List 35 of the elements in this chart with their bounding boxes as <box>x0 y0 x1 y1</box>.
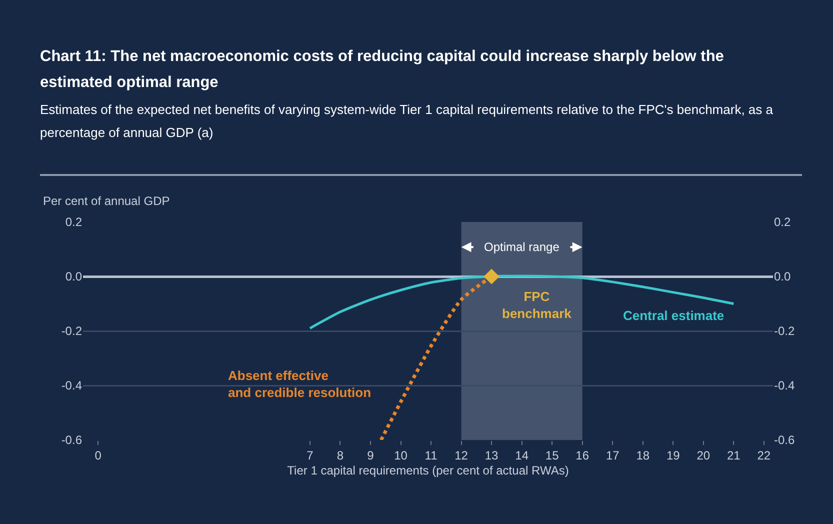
x-tick-label: 13 <box>484 448 499 462</box>
x-tick-label: 0 <box>94 448 102 462</box>
x-axis-title: Tier 1 capital requirements (per cent of actual RWAs) <box>287 463 569 478</box>
x-tick-label: 16 <box>576 448 590 462</box>
x-tick-label: 10 <box>394 448 408 462</box>
x-tick-label: 8 <box>336 448 344 462</box>
x-tick-label: 11 <box>424 448 438 462</box>
y-tick-label: -0.6 <box>61 433 82 448</box>
x-tick-label: 17 <box>606 448 620 462</box>
y2-tick-label: -0.6 <box>774 433 796 448</box>
x-tick-label: 22 <box>757 448 771 462</box>
x-tick-label: 19 <box>666 448 680 462</box>
x-tick-label: 15 <box>545 448 560 462</box>
y-tick-label: -0.2 <box>61 324 82 338</box>
x-tick-label: 14 <box>515 448 529 462</box>
series-label: Central estimate <box>623 308 724 323</box>
y-tick-label: -0.4 <box>61 378 82 393</box>
x-tick-label: 9 <box>367 448 374 462</box>
y2-tick-label: -0.2 <box>774 324 796 338</box>
x-tick-label: 12 <box>454 448 468 462</box>
y2-tick-label: -0.4 <box>774 378 796 393</box>
x-tick-label: 21 <box>726 448 741 462</box>
y2-tick-label: 0.0 <box>774 270 792 284</box>
x-tick-label: 20 <box>696 448 710 462</box>
y-tick-label: 0.0 <box>65 270 82 284</box>
x-tick-label: 18 <box>636 448 650 462</box>
chart-title: Chart 11: The net macroeconomic costs of reducing capital could increase sharply below the estimated optimal range <box>40 47 725 93</box>
y2-tick-label: 0.2 <box>774 215 792 230</box>
y-axis-title: Per cent of annual GDP <box>43 194 170 208</box>
y-tick-label: 0.2 <box>65 215 82 230</box>
text: Absent effective and credible resolution <box>228 368 372 400</box>
x-tick-label: 7 <box>306 448 314 462</box>
band-label: Optimal range <box>484 240 560 254</box>
chart-subtitle: Estimates of the expected net benefits of varying system-wide Tier 1 capital requirements relative to the FPC's benchmark, as a percentage of annual GDP (a) <box>40 101 774 142</box>
series-label: FPC benchmark <box>502 289 572 321</box>
